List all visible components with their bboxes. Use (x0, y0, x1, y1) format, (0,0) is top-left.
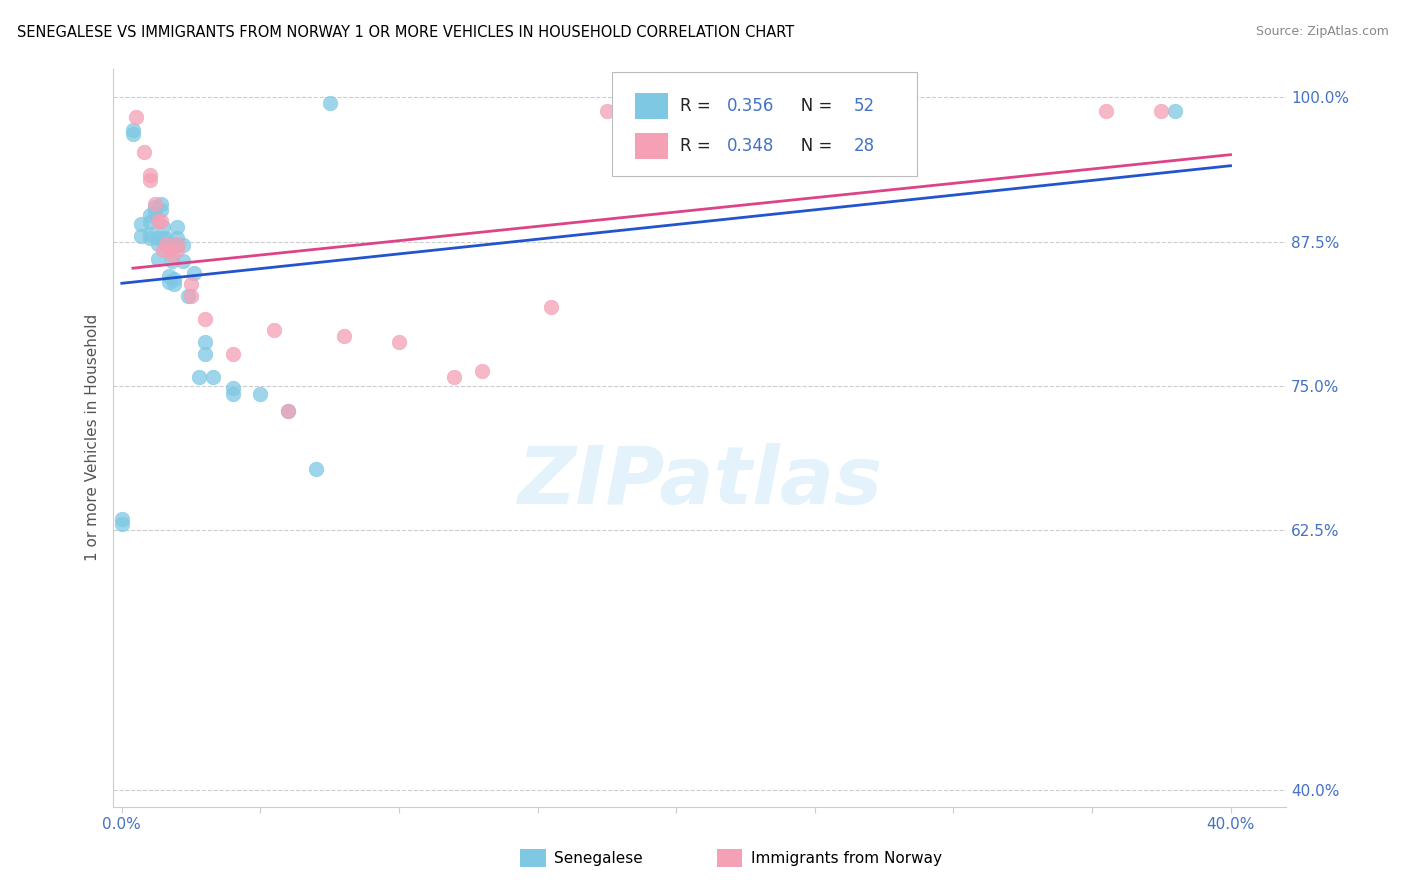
Text: 28: 28 (853, 137, 875, 155)
Point (129, 217, 152, 231)
Point (540, 301, 562, 315)
Point (132, 145, 155, 159)
Point (138, 168, 160, 182)
Point (166, 238, 188, 252)
Point (202, 369, 225, 384)
Text: 0.348: 0.348 (727, 137, 775, 155)
Point (157, 243, 180, 257)
Point (160, 254, 183, 268)
Point (111, 511, 134, 525)
Point (138, 215, 160, 229)
Text: Immigrants from Norway: Immigrants from Norway (751, 851, 942, 865)
Text: Senegalese: Senegalese (554, 851, 643, 865)
Point (720, 104, 742, 119)
Point (122, 128, 145, 142)
Point (221, 346, 243, 360)
Point (157, 269, 180, 284)
Point (146, 236, 169, 251)
Point (188, 369, 211, 384)
Point (1164, 104, 1187, 119)
Text: ZIPatlas: ZIPatlas (517, 443, 882, 521)
Point (129, 228, 152, 243)
Point (143, 206, 166, 220)
Point (122, 122, 145, 136)
Point (221, 381, 243, 395)
Text: 0.356: 0.356 (727, 97, 775, 115)
Text: R =: R = (679, 97, 716, 115)
Point (146, 252, 169, 266)
Point (263, 323, 285, 337)
Text: Source: ZipAtlas.com: Source: ZipAtlas.com (1256, 25, 1389, 38)
Point (180, 289, 202, 303)
Text: N =: N = (786, 137, 838, 155)
Point (443, 369, 465, 384)
Point (194, 334, 217, 349)
Y-axis label: 1 or more Vehicles in Household: 1 or more Vehicles in Household (86, 314, 100, 561)
Point (146, 231, 169, 245)
Bar (636, 133, 668, 160)
Point (166, 236, 188, 251)
Point (157, 275, 180, 289)
Point (149, 203, 172, 218)
Point (111, 517, 134, 532)
Point (183, 266, 205, 280)
FancyBboxPatch shape (612, 72, 917, 176)
Point (155, 238, 177, 252)
Point (138, 231, 160, 245)
Point (471, 364, 494, 378)
Point (180, 277, 202, 292)
Point (194, 312, 217, 326)
Point (277, 404, 299, 418)
Point (163, 277, 186, 292)
Point (177, 289, 200, 303)
Point (166, 219, 188, 234)
Bar (636, 93, 668, 120)
Point (1150, 104, 1173, 119)
Point (152, 231, 174, 245)
Point (143, 196, 166, 211)
Point (138, 173, 160, 187)
Point (152, 219, 174, 234)
Text: SENEGALESE VS IMMIGRANTS FROM NORWAY 1 OR MORE VEHICLES IN HOUSEHOLD CORRELATION: SENEGALESE VS IMMIGRANTS FROM NORWAY 1 O… (17, 25, 794, 40)
Point (596, 104, 619, 119)
Point (155, 236, 177, 251)
Point (163, 271, 186, 285)
Point (138, 208, 160, 222)
Point (194, 346, 217, 360)
Point (152, 243, 174, 257)
Point (172, 238, 194, 252)
Point (1094, 104, 1116, 119)
Text: R =: R = (679, 137, 716, 155)
Point (143, 200, 166, 214)
Point (388, 334, 411, 349)
Point (166, 231, 188, 245)
Point (166, 243, 188, 257)
Point (160, 248, 183, 262)
Point (146, 214, 169, 228)
Point (305, 462, 328, 476)
Text: N =: N = (786, 97, 838, 115)
Point (124, 110, 146, 124)
Point (149, 196, 172, 211)
Point (221, 387, 243, 401)
Point (318, 96, 340, 111)
Point (332, 329, 354, 343)
Point (277, 404, 299, 418)
Point (249, 387, 271, 401)
Text: 52: 52 (853, 97, 875, 115)
Point (138, 227, 160, 241)
Point (155, 231, 177, 245)
Point (172, 254, 194, 268)
Point (149, 214, 172, 228)
